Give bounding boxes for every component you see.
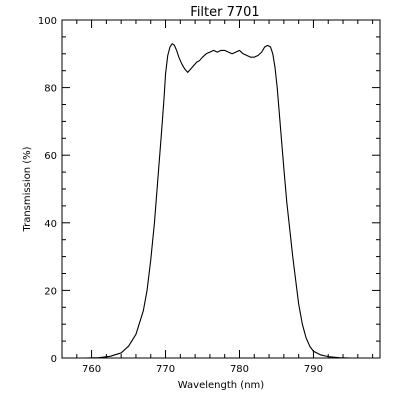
chart-title: Filter 7701 xyxy=(190,5,259,20)
y-tick-label: 100 xyxy=(38,16,57,27)
x-axis-label: Wavelength (nm) xyxy=(178,380,264,391)
transmission-series-line xyxy=(84,43,369,359)
y-tick-label: 60 xyxy=(44,151,57,162)
y-tick-label: 80 xyxy=(44,84,57,95)
x-tick-label: 770 xyxy=(156,364,175,375)
y-tick-label: 0 xyxy=(51,354,57,365)
y-axis-label: Transmission (%) xyxy=(22,146,33,232)
plot-frame xyxy=(61,19,381,359)
x-tick-label: 790 xyxy=(304,364,323,375)
y-axis-ticks: 0 20 40 60 80 100 xyxy=(38,16,380,365)
y-tick-label: 40 xyxy=(44,219,57,230)
x-tick-label: 760 xyxy=(82,364,101,375)
x-tick-label: 780 xyxy=(230,364,249,375)
y-tick-label: 20 xyxy=(44,286,57,297)
